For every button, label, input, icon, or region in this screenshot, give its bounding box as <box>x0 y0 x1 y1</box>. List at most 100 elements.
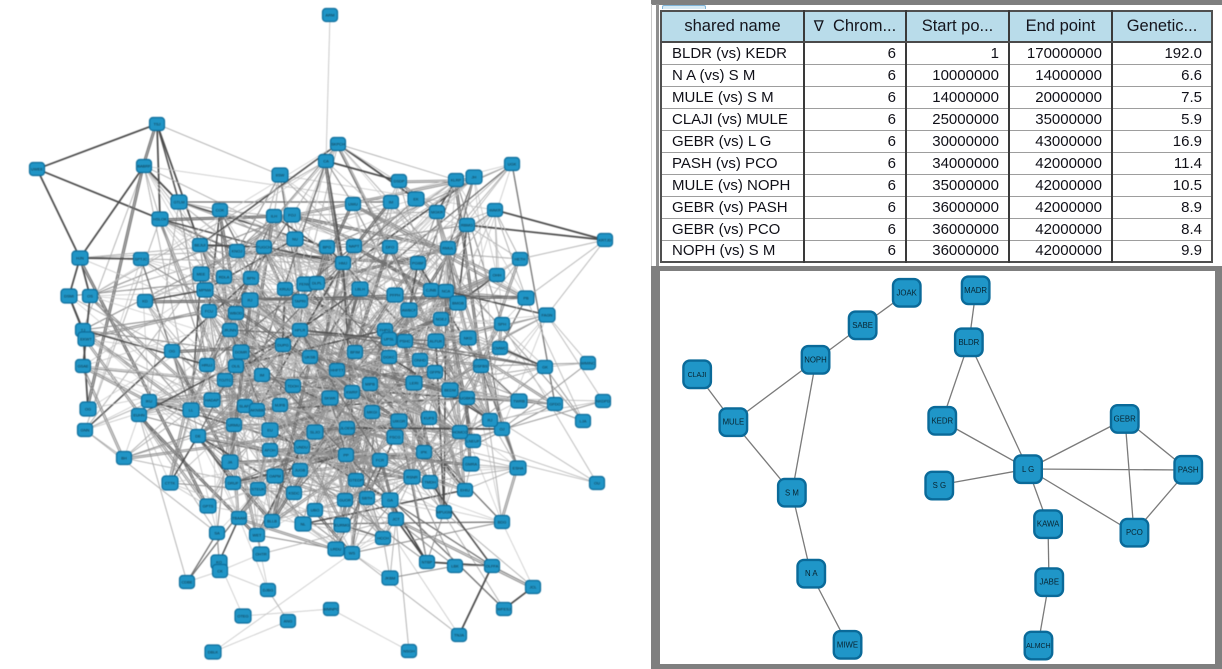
svg-text:FENW: FENW <box>299 281 311 286</box>
svg-text:MGKR: MGKR <box>431 209 443 214</box>
svg-text:L G: L G <box>1022 465 1034 474</box>
svg-text:DFO: DFO <box>386 244 394 249</box>
svg-text:GFPN: GFPN <box>429 369 440 374</box>
svg-text:NKDPD: NKDPD <box>596 398 610 403</box>
svg-text:IPK: IPK <box>421 449 428 454</box>
svg-text:RJ: RJ <box>488 417 493 422</box>
svg-text:MPUGM: MPUGM <box>436 509 451 514</box>
svg-text:AFOH: AFOH <box>264 447 275 452</box>
svg-text:TBAAM: TBAAM <box>232 515 246 520</box>
svg-text:WFESJ: WFESJ <box>497 606 511 611</box>
svg-text:S M: S M <box>785 488 799 497</box>
svg-text:JLOEW: JLOEW <box>340 425 354 430</box>
svg-text:TWRB: TWRB <box>513 398 525 403</box>
svg-text:JOAK: JOAK <box>897 288 918 297</box>
svg-text:EK: EK <box>413 196 419 201</box>
svg-text:NAPT: NAPT <box>349 243 360 248</box>
svg-text:OLFFA: OLFFA <box>486 563 499 568</box>
svg-text:SPH: SPH <box>498 321 506 326</box>
svg-text:EHIU: EHIU <box>460 487 470 492</box>
svg-text:MEE: MEE <box>197 271 206 276</box>
svg-text:KRUU: KRUU <box>279 286 290 291</box>
svg-text:ESHA: ESHA <box>513 465 524 470</box>
svg-text:IKU: IKU <box>146 398 153 403</box>
svg-text:BLLB: BLLB <box>267 518 277 523</box>
svg-text:BFIM: BFIM <box>350 349 360 354</box>
svg-text:FOJ: FOJ <box>288 212 296 217</box>
svg-text:KEDR: KEDR <box>931 416 953 425</box>
svg-text:RSNR: RSNR <box>406 474 417 479</box>
svg-text:GPTS: GPTS <box>203 503 214 508</box>
svg-text:HPLR: HPLR <box>295 327 306 332</box>
svg-text:PCO: PCO <box>1126 528 1143 537</box>
svg-text:GFDO: GFDO <box>549 401 561 406</box>
svg-text:MPNW: MPNW <box>199 287 212 292</box>
svg-text:N A: N A <box>805 569 818 578</box>
svg-text:DE: DE <box>195 433 201 438</box>
svg-text:WMINC: WMINC <box>581 360 595 365</box>
svg-text:HOMCO: HOMCO <box>452 429 467 434</box>
svg-text:TOJTC: TOJTC <box>219 377 232 382</box>
svg-text:ANG: ANG <box>284 618 293 623</box>
svg-text:LL: LL <box>189 407 194 412</box>
svg-text:JCL: JCL <box>529 584 537 589</box>
svg-text:NGEJ: NGEJ <box>436 316 447 321</box>
svg-text:HHFTT: HHFTT <box>330 367 344 372</box>
svg-text:AKNBB: AKNBB <box>250 407 264 412</box>
svg-text:OJ: OJ <box>499 426 504 431</box>
svg-text:OLIL: OLIL <box>232 363 241 368</box>
svg-text:DSMI: DSMI <box>64 293 74 298</box>
svg-text:FAGN: FAGN <box>542 312 553 317</box>
svg-text:CLAJI: CLAJI <box>688 372 707 379</box>
svg-text:ARM: ARM <box>326 12 335 17</box>
svg-text:GTEDP: GTEDP <box>349 477 363 482</box>
svg-text:JCT: JCT <box>392 516 400 521</box>
svg-text:SLAFJ: SLAFJ <box>239 403 251 408</box>
svg-text:TUGCH: TUGCH <box>257 244 271 249</box>
svg-text:BABRF: BABRF <box>137 163 151 168</box>
svg-text:NU: NU <box>292 236 298 241</box>
svg-text:RMUL: RMUL <box>442 245 454 250</box>
svg-text:DUPG: DUPG <box>277 342 289 347</box>
svg-text:NOPH: NOPH <box>804 355 827 364</box>
svg-text:GA: GA <box>387 497 393 502</box>
svg-text:HETH: HETH <box>515 256 526 261</box>
svg-text:SPTJC: SPTJC <box>135 256 148 261</box>
svg-text:ONHD: ONHD <box>414 357 426 362</box>
svg-text:URMU: URMU <box>228 422 240 427</box>
svg-text:FHPG: FHPG <box>379 327 390 332</box>
svg-text:NKD: NKD <box>464 335 473 340</box>
svg-text:PFPH: PFPH <box>390 292 401 297</box>
svg-text:PSHC: PSHC <box>399 338 410 343</box>
svg-text:UGK: UGK <box>508 161 517 166</box>
svg-text:BEJUI: BEJUI <box>194 242 205 247</box>
svg-text:NSGH: NSGH <box>403 648 415 653</box>
svg-text:DLPL: DLPL <box>312 280 323 285</box>
svg-text:OAPM: OAPM <box>269 473 281 478</box>
svg-text:ALFUK: ALFUK <box>430 338 443 343</box>
svg-text:NCA: NCA <box>442 288 451 293</box>
svg-text:UNDU: UNDU <box>296 444 308 449</box>
svg-text:NTBP: NTBP <box>422 559 433 564</box>
svg-text:BH: BH <box>121 455 127 460</box>
svg-text:PGIBF: PGIBF <box>412 260 425 265</box>
svg-text:CA: CA <box>323 158 329 163</box>
svg-text:SLJO: SLJO <box>310 429 320 434</box>
svg-text:UWU: UWU <box>348 201 358 206</box>
svg-text:WMNPC: WMNPC <box>323 606 339 611</box>
svg-text:EURMG: EURMG <box>335 522 350 527</box>
svg-text:WAKR: WAKR <box>489 207 501 212</box>
svg-text:IM: IM <box>260 372 264 377</box>
svg-text:ALMCH: ALMCH <box>1026 643 1051 650</box>
svg-text:CTTK: CTTK <box>165 480 176 485</box>
svg-text:JABE: JABE <box>1040 578 1060 587</box>
svg-text:GK: GK <box>542 364 548 369</box>
svg-text:NL: NL <box>300 521 306 526</box>
svg-text:DSFBS: DSFBS <box>474 363 488 368</box>
svg-text:KSDC: KSDC <box>288 490 299 495</box>
svg-text:HSLOK: HSLOK <box>153 216 167 221</box>
svg-text:STEUK: STEUK <box>251 486 265 491</box>
svg-text:GNN: GNN <box>81 427 90 432</box>
svg-text:GTLM: GTLM <box>173 199 184 204</box>
svg-text:KNOJ: KNOJ <box>232 248 243 253</box>
